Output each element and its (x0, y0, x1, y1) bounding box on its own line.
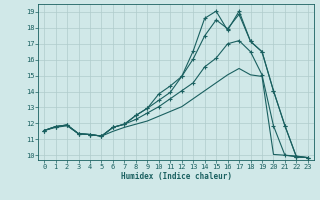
X-axis label: Humidex (Indice chaleur): Humidex (Indice chaleur) (121, 172, 231, 181)
